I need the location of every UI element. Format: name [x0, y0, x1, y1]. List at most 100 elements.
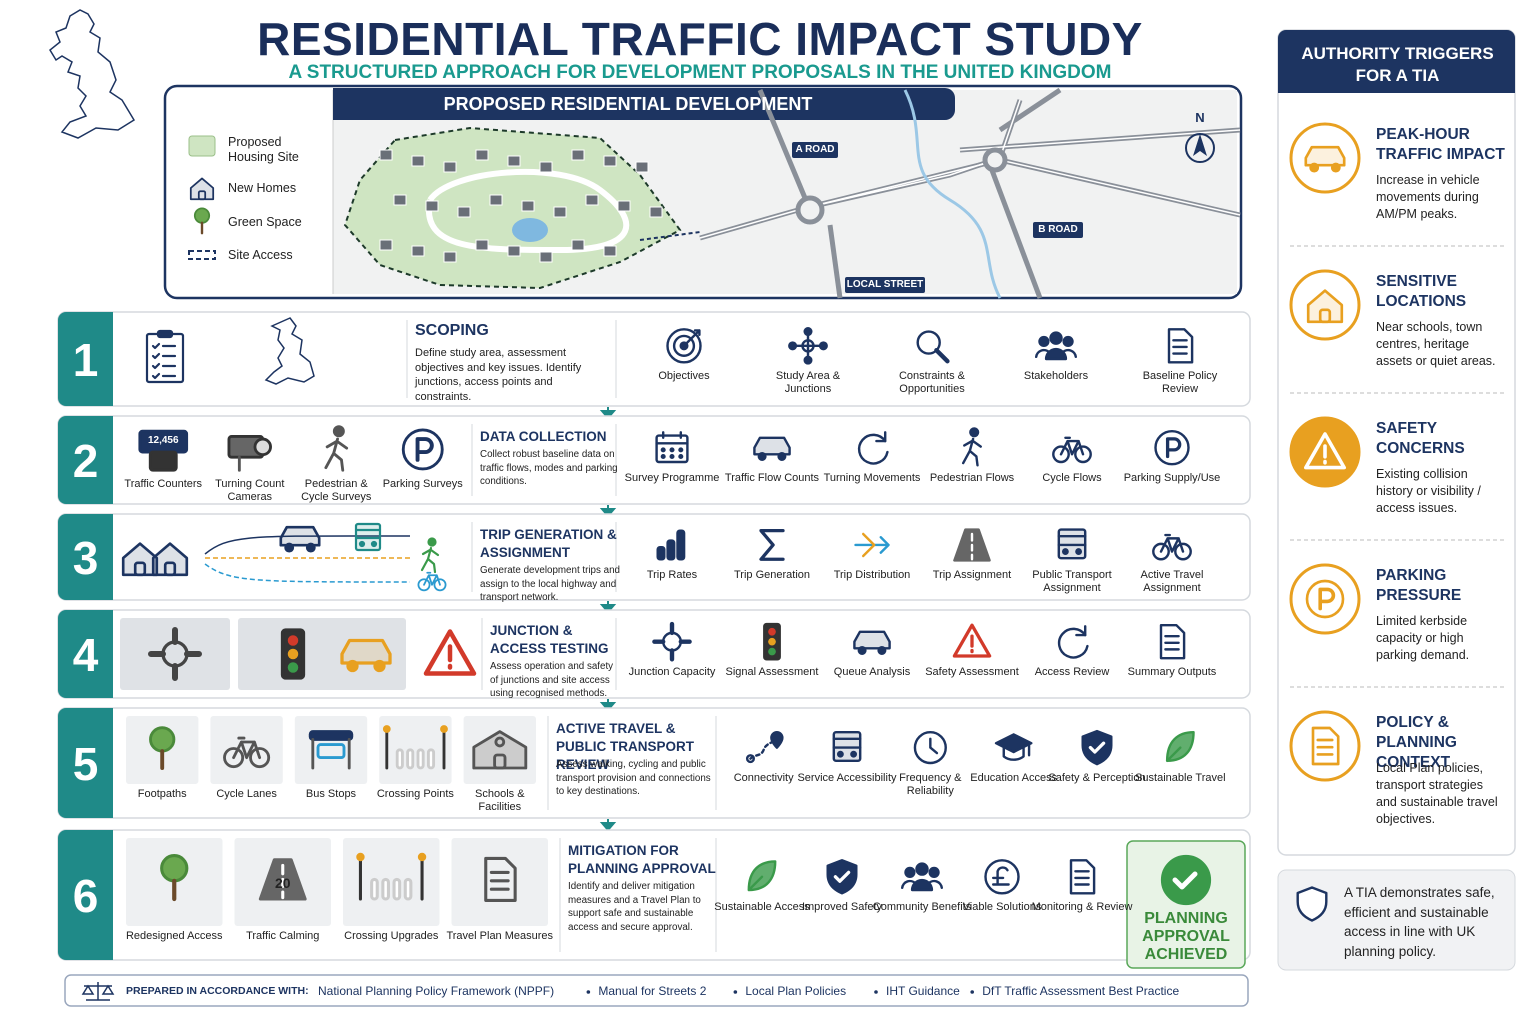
road — [757, 89, 813, 211]
icon-part — [768, 627, 776, 636]
icon-part — [913, 730, 947, 765]
step-item-label: Turning Movements — [823, 471, 921, 484]
icon-part — [833, 870, 851, 883]
icon — [1305, 579, 1345, 619]
step-arrow — [599, 819, 617, 832]
footer-label: PREPARED IN ACCORDANCE WITH: — [126, 985, 309, 997]
step-item-label: Community Benefits — [872, 900, 972, 913]
icon-part — [415, 437, 434, 462]
road-centre — [959, 129, 1241, 151]
icon-part — [472, 730, 528, 770]
icon-part — [676, 529, 686, 561]
icon — [916, 330, 950, 364]
icon-part — [427, 537, 437, 547]
step-number: 3 — [72, 532, 99, 584]
icon-part — [656, 545, 666, 561]
road-label: LOCAL STREET — [846, 279, 924, 290]
icon-part — [284, 542, 295, 553]
visual-tile — [343, 838, 440, 926]
step-number: 6 — [72, 870, 99, 922]
icon — [913, 730, 947, 765]
footer-item: Manual for Streets 2 — [598, 984, 707, 998]
subtitle: A STRUCTURED APPROACH FOR DEVELOPMENT PR… — [288, 62, 1112, 83]
footer-bullet — [586, 990, 591, 994]
icon — [788, 327, 828, 365]
icon — [223, 736, 271, 769]
home — [539, 161, 553, 173]
step-item-label: Safety & Perception — [1048, 771, 1146, 784]
left-item-label: Schools & Facilities — [475, 788, 525, 813]
visual-tile — [210, 716, 283, 784]
icon — [853, 630, 891, 655]
title: RESIDENTIAL TRAFFIC IMPACT STUDY — [257, 13, 1143, 65]
icon-part — [420, 546, 440, 574]
step-item-label: Education Access — [970, 771, 1058, 784]
step-item-label: Summary Outputs — [1127, 665, 1217, 678]
icon — [193, 207, 211, 235]
icon-part — [324, 437, 349, 472]
icon — [417, 571, 447, 592]
icon-part — [358, 540, 366, 548]
icon — [747, 860, 777, 892]
icon-part — [660, 447, 666, 453]
icon — [1306, 289, 1344, 324]
visual-tile — [379, 716, 452, 784]
icon-part — [1303, 897, 1321, 911]
icon-part — [934, 348, 950, 364]
icon-part — [316, 743, 346, 760]
icon-part — [163, 561, 177, 577]
icon — [1152, 533, 1192, 561]
icon-part — [156, 329, 174, 339]
icon — [961, 427, 983, 467]
icon-part — [354, 528, 382, 540]
icon-part — [910, 878, 934, 892]
river — [903, 89, 1002, 299]
step-item-label: Connectivity — [733, 771, 794, 784]
icon-part — [660, 453, 666, 460]
road — [987, 164, 1043, 299]
home — [585, 194, 599, 206]
icon-part — [440, 725, 448, 733]
icon-part — [652, 621, 692, 662]
icon — [340, 638, 392, 673]
icon-part — [373, 659, 386, 673]
icon-part — [777, 451, 787, 461]
icon — [382, 725, 448, 770]
home — [649, 206, 663, 218]
step-item-label: Trip Assignment — [932, 568, 1012, 581]
icon-part — [1044, 347, 1068, 361]
icon — [324, 425, 349, 472]
icon-part — [382, 725, 391, 733]
roundabout — [795, 195, 825, 225]
icon-part — [151, 542, 189, 577]
step-item-label: Sustainable Travel — [1135, 771, 1226, 784]
icon-part — [1074, 445, 1092, 464]
icon-part — [1152, 542, 1170, 561]
icon-part — [197, 190, 207, 201]
icon — [1034, 331, 1078, 361]
step-item-label: Traffic Flow Counts — [724, 471, 820, 484]
icon-part — [401, 428, 444, 471]
icon — [953, 528, 991, 562]
icon-part — [148, 627, 202, 681]
step-text: Assess walking, cycling and public trans… — [556, 759, 711, 797]
icon-part — [1167, 328, 1194, 364]
icon-part — [1316, 738, 1334, 756]
left-item-label: Bus Stops — [305, 788, 357, 800]
home — [571, 239, 585, 251]
icon-part — [768, 647, 776, 656]
icon-part — [1061, 548, 1069, 555]
step-title: TRIP GENERATION & ASSIGNMENT — [480, 527, 617, 560]
step-title: JUNCTION & ACCESS TESTING — [490, 623, 609, 656]
icon — [138, 429, 189, 472]
trigger-text: Limited kerbside capacity or high parkin… — [1376, 614, 1470, 662]
icon-part — [149, 726, 176, 753]
step-item-label: Trip Distribution — [833, 568, 911, 581]
icon-part — [678, 453, 684, 460]
icon — [354, 522, 382, 552]
icon-part — [666, 539, 676, 561]
footer-bullet — [874, 990, 878, 994]
icon-part — [1057, 534, 1087, 547]
icon-part — [770, 730, 784, 749]
